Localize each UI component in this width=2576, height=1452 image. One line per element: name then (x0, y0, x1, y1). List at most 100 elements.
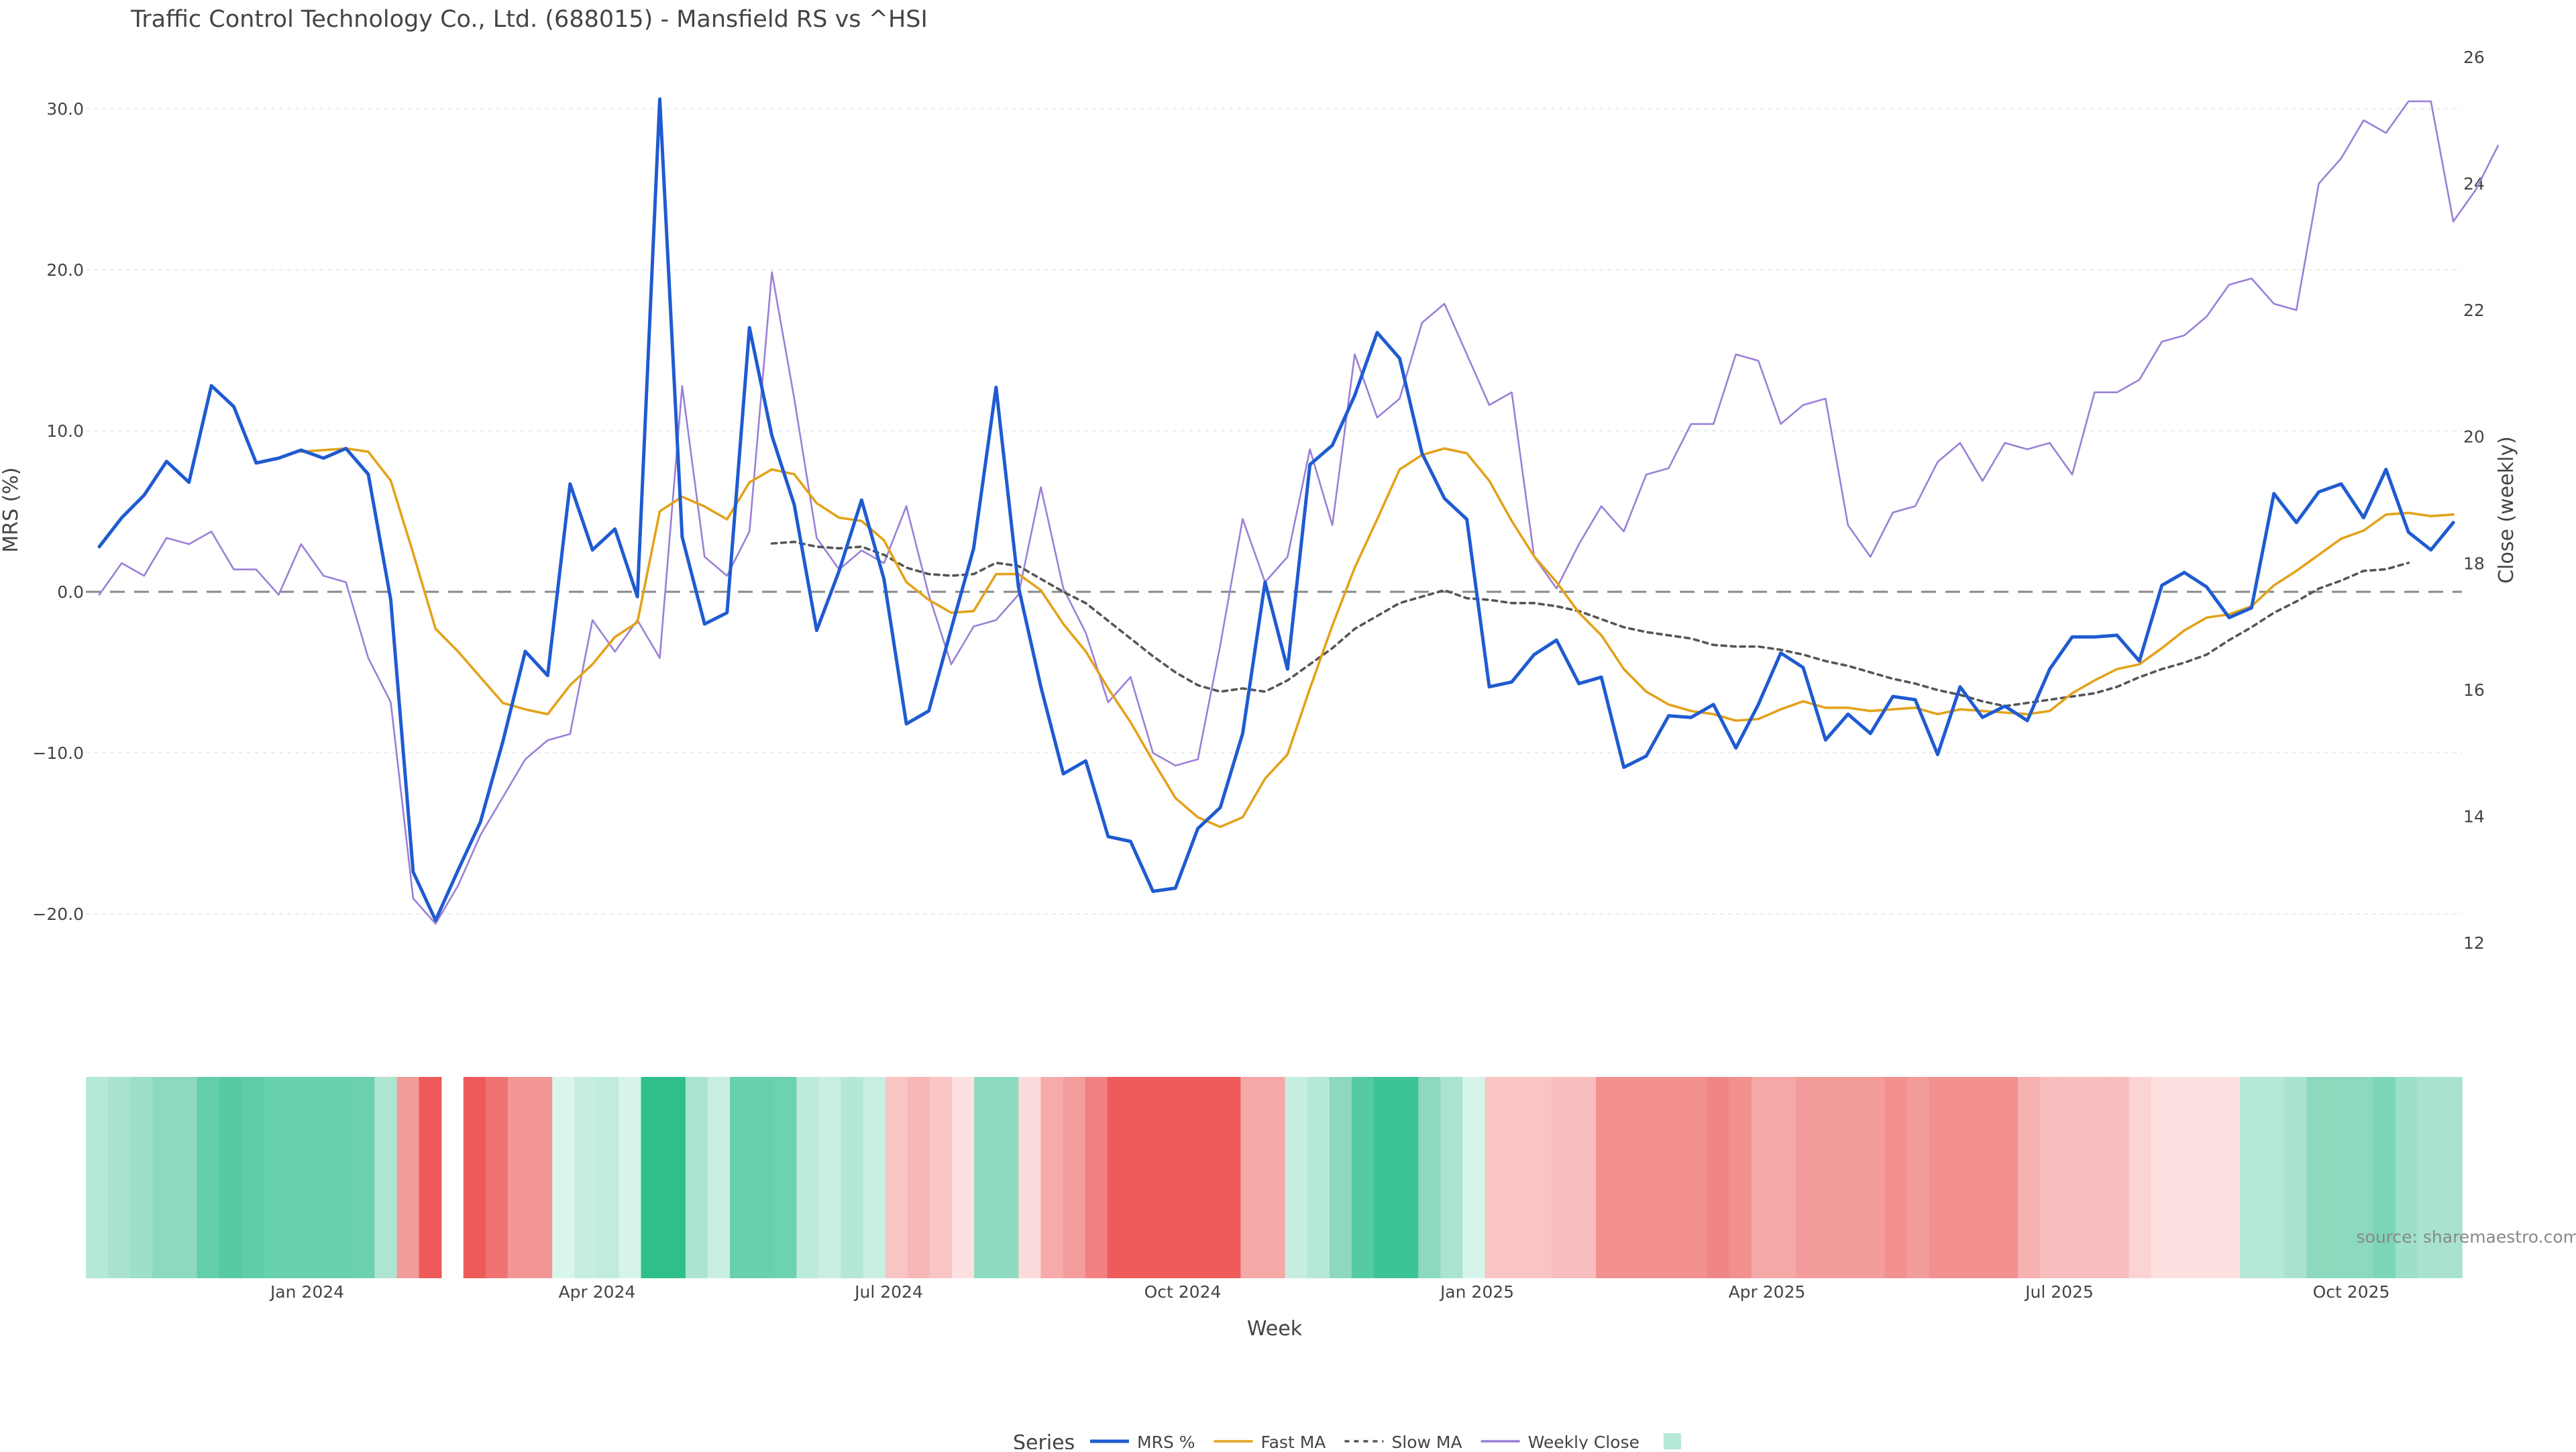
y-right-tick-label: 14 (2463, 807, 2485, 826)
legend-item[interactable]: Weekly Close (1481, 1433, 1640, 1449)
heatmap-cell (2418, 1077, 2440, 1278)
heatmap-cell (2129, 1077, 2151, 1278)
heatmap-cell (841, 1077, 864, 1278)
legend-item[interactable]: Fast MA (1214, 1433, 1326, 1449)
x-tick-label: Oct 2024 (1144, 1282, 1222, 1302)
heatmap-cell (2284, 1077, 2307, 1278)
heatmap-cell (2218, 1077, 2241, 1278)
heatmap-cell (818, 1077, 841, 1278)
heatmap-cell (1752, 1077, 1774, 1278)
heatmap-cell (574, 1077, 597, 1278)
heatmap-cell (1440, 1077, 1463, 1278)
heatmap-cell (863, 1077, 886, 1278)
y-right-tick-label: 18 (2463, 554, 2485, 573)
heatmap-cell (1263, 1077, 1285, 1278)
heatmap-cell (2440, 1077, 2463, 1278)
heatmap-cell (2174, 1077, 2196, 1278)
heatmap-cell (2106, 1077, 2129, 1278)
heatmap-cell (752, 1077, 775, 1278)
y-left-tick-label: 10.0 (46, 421, 84, 441)
series-lines (99, 99, 2498, 924)
heatmap-cell (1218, 1077, 1241, 1278)
legend-label: Slow MA (1391, 1433, 1462, 1449)
heatmap-cell (2306, 1077, 2329, 1278)
heatmap-cell (152, 1077, 175, 1278)
y-right-tick-label: 16 (2463, 680, 2485, 700)
y-right-tick-label: 22 (2463, 301, 2485, 320)
heatmap-cell (330, 1077, 353, 1278)
heatmap-cell (1662, 1077, 1685, 1278)
heatmap-cell (2262, 1077, 2285, 1278)
heatmap-cell (1174, 1077, 1197, 1278)
heatmap-cell (508, 1077, 531, 1278)
heatmap-cell (1130, 1077, 1152, 1278)
y-left-tick-label: −20.0 (32, 904, 84, 924)
legend-swatch-heatmap (1664, 1433, 1681, 1449)
heatmap-cell (1240, 1077, 1263, 1278)
heatmap-cell (1840, 1077, 1863, 1278)
heatmap-cell (774, 1077, 797, 1278)
series-line-weekly-close (99, 101, 2498, 924)
heatmap-cell (974, 1077, 997, 1278)
y-right-tick-label: 26 (2463, 48, 2485, 67)
heatmap-cell (996, 1077, 1019, 1278)
heatmap-cell (130, 1077, 153, 1278)
heatmap-cell (908, 1077, 930, 1278)
heatmap-cell (1729, 1077, 1752, 1278)
heatmap-cell (1285, 1077, 1308, 1278)
heatmap-cell (619, 1077, 641, 1278)
legend-label: Weekly Close (1528, 1433, 1640, 1449)
y-right-tick-label: 20 (2463, 427, 2485, 447)
heatmap-cell (286, 1077, 309, 1278)
heatmap-cell (1929, 1077, 1952, 1278)
x-tick-label: Jul 2025 (2024, 1282, 2094, 1302)
x-tick-label: Apr 2025 (1729, 1282, 1806, 1302)
heatmap-cell (197, 1077, 220, 1278)
heatmap-cell (2351, 1077, 2373, 1278)
heatmap-cell (1507, 1077, 1530, 1278)
heatmap-cell (2396, 1077, 2418, 1278)
y-right-tick-label: 12 (2463, 933, 2485, 953)
heatmap-cell (374, 1077, 397, 1278)
legend-item[interactable] (1664, 1433, 1681, 1449)
heatmap-cell (1485, 1077, 1507, 1278)
heatmap-cell (952, 1077, 975, 1278)
heatmap-cell (86, 1077, 109, 1278)
y-left-tick-label: 0.0 (57, 582, 84, 602)
heatmap-cell (1684, 1077, 1707, 1278)
legend-label: Fast MA (1261, 1433, 1326, 1449)
heatmap-cell (419, 1077, 442, 1278)
heatmap-cell (930, 1077, 953, 1278)
heatmap-cell (1529, 1077, 1552, 1278)
heatmap-cell (241, 1077, 264, 1278)
heatmap-cell (1707, 1077, 1730, 1278)
heatmap-cell (1152, 1077, 1175, 1278)
x-tick-label: Oct 2025 (2313, 1282, 2390, 1302)
heatmap-cell (1330, 1077, 1352, 1278)
heatmap-cell (641, 1077, 664, 1278)
heatmap-cell (2084, 1077, 2107, 1278)
chart-title: Traffic Control Technology Co., Ltd. (68… (130, 6, 928, 33)
heatmap-cell (1907, 1077, 1929, 1278)
heatmap-cell (2373, 1077, 2396, 1278)
legend-item[interactable]: MRS % (1090, 1433, 1195, 1449)
heatmap-cell (1951, 1077, 1974, 1278)
heatmap-cell (2151, 1077, 2174, 1278)
x-axis-title: Week (1247, 1317, 1303, 1341)
heatmap-cell (352, 1077, 375, 1278)
heatmap-cell (2040, 1077, 2063, 1278)
legend-item[interactable]: Slow MA (1344, 1433, 1462, 1449)
heatmap-cell (1552, 1077, 1574, 1278)
heatmap-cell (1196, 1077, 1219, 1278)
heatmap-cell (730, 1077, 753, 1278)
heatmap-cell (1884, 1077, 1907, 1278)
heatmap-cell (1108, 1077, 1130, 1278)
x-tick-label: Apr 2024 (559, 1282, 636, 1302)
legend-title: Series (1013, 1431, 1075, 1449)
heatmap-cell (2062, 1077, 2085, 1278)
x-tick-label: Jul 2024 (853, 1282, 923, 1302)
series-line-mrs (99, 99, 2453, 921)
y-axis-left-title: MRS (%) (0, 467, 23, 552)
